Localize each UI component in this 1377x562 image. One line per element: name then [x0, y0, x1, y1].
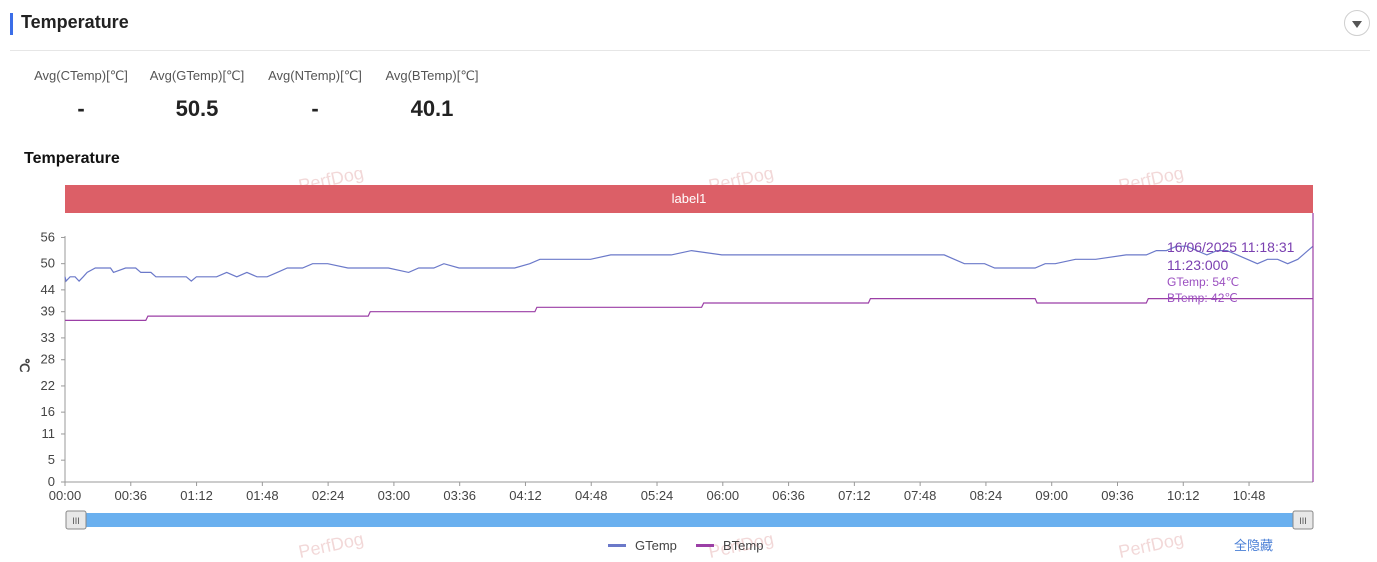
- label-band-text: label1: [672, 191, 707, 206]
- x-tick-label: 00:00: [49, 488, 82, 503]
- y-tick-label: 44: [41, 282, 55, 297]
- y-tick-label: 33: [41, 330, 55, 345]
- x-tick-label: 03:36: [443, 488, 476, 503]
- y-tick-label: 50: [41, 256, 55, 271]
- header-accent-bar: [10, 13, 13, 35]
- x-tick-label: 08:24: [970, 488, 1003, 503]
- chart-title: Temperature: [24, 150, 120, 167]
- stat-label: Avg(GTemp)[℃]: [149, 68, 245, 83]
- stat-value: 50.5: [175, 96, 219, 121]
- x-tick-label: 09:00: [1035, 488, 1068, 503]
- watermark-text: PerfDog: [1117, 529, 1186, 562]
- stat-label: Avg(NTemp)[℃]: [268, 68, 362, 83]
- legend-swatch-btemp[interactable]: [696, 544, 714, 547]
- zoom-handle-left[interactable]: [65, 510, 87, 530]
- chevron-down-icon: [1352, 20, 1362, 28]
- x-tick-label: 04:12: [509, 488, 542, 503]
- stat-ntemp: Avg(NTemp)[℃] -: [256, 68, 374, 122]
- section-title: Temperature: [21, 12, 129, 32]
- legend-label-gtemp[interactable]: GTemp: [635, 538, 677, 553]
- y-axis-label: ℃: [17, 358, 32, 373]
- zoom-handle-right[interactable]: [1292, 510, 1314, 530]
- x-tick-label: 06:00: [707, 488, 740, 503]
- x-tick-label: 02:24: [312, 488, 345, 503]
- y-tick-label: 28: [41, 352, 55, 367]
- tooltip-gtemp: GTemp: 54℃: [1167, 275, 1239, 289]
- stat-ctemp: Avg(CTemp)[℃] -: [22, 68, 140, 122]
- watermark-text: PerfDog: [297, 529, 366, 562]
- grip-icon: III: [1299, 516, 1307, 526]
- y-tick-label: 16: [41, 404, 55, 419]
- y-tick-label: 0: [48, 474, 55, 489]
- legend-swatch-gtemp[interactable]: [608, 544, 626, 547]
- x-tick-label: 00:36: [115, 488, 148, 503]
- y-tick-label: 39: [41, 304, 55, 319]
- stat-value: 40.1: [410, 96, 454, 121]
- label-band[interactable]: [65, 185, 1313, 213]
- stat-label: Avg(CTemp)[℃]: [34, 68, 128, 83]
- stat-btemp: Avg(BTemp)[℃] 40.1: [373, 68, 491, 122]
- grip-icon: III: [72, 516, 80, 526]
- stat-value: -: [311, 96, 319, 121]
- x-tick-label: 01:12: [180, 488, 213, 503]
- series-line-btemp: [65, 298, 1313, 321]
- stat-value: -: [77, 96, 85, 121]
- section-header: Temperature: [10, 8, 1370, 51]
- x-tick-label: 03:00: [378, 488, 411, 503]
- x-tick-label: 04:48: [575, 488, 608, 503]
- stat-gtemp: Avg(GTemp)[℃] 50.5: [138, 68, 256, 122]
- x-tick-label: 06:36: [772, 488, 805, 503]
- x-tick-label: 05:24: [641, 488, 674, 503]
- zoom-slider-track[interactable]: [76, 513, 1302, 527]
- y-tick-label: 11: [42, 426, 56, 441]
- collapse-toggle-button[interactable]: [1344, 10, 1370, 36]
- x-tick-label: 07:48: [904, 488, 937, 503]
- series-line-gtemp: [64, 245, 1314, 283]
- tooltip-btemp: BTemp: 42℃: [1167, 291, 1238, 305]
- x-tick-label: 10:12: [1167, 488, 1200, 503]
- tooltip-datetime: 16/06/2025 11:18:31: [1167, 239, 1295, 255]
- y-tick-label: 22: [41, 378, 55, 393]
- hide-all-link[interactable]: 全隐藏: [1234, 538, 1273, 554]
- x-tick-label: 07:12: [838, 488, 871, 503]
- tooltip-time: 11:23:000: [1167, 257, 1228, 273]
- x-tick-label: 01:48: [246, 488, 279, 503]
- y-tick-label: 5: [48, 452, 55, 467]
- y-tick-label: 56: [41, 229, 55, 244]
- legend-label-btemp[interactable]: BTemp: [723, 538, 763, 553]
- stat-label: Avg(BTemp)[℃]: [385, 68, 479, 83]
- x-tick-label: 10:48: [1233, 488, 1266, 503]
- x-tick-label: 09:36: [1101, 488, 1134, 503]
